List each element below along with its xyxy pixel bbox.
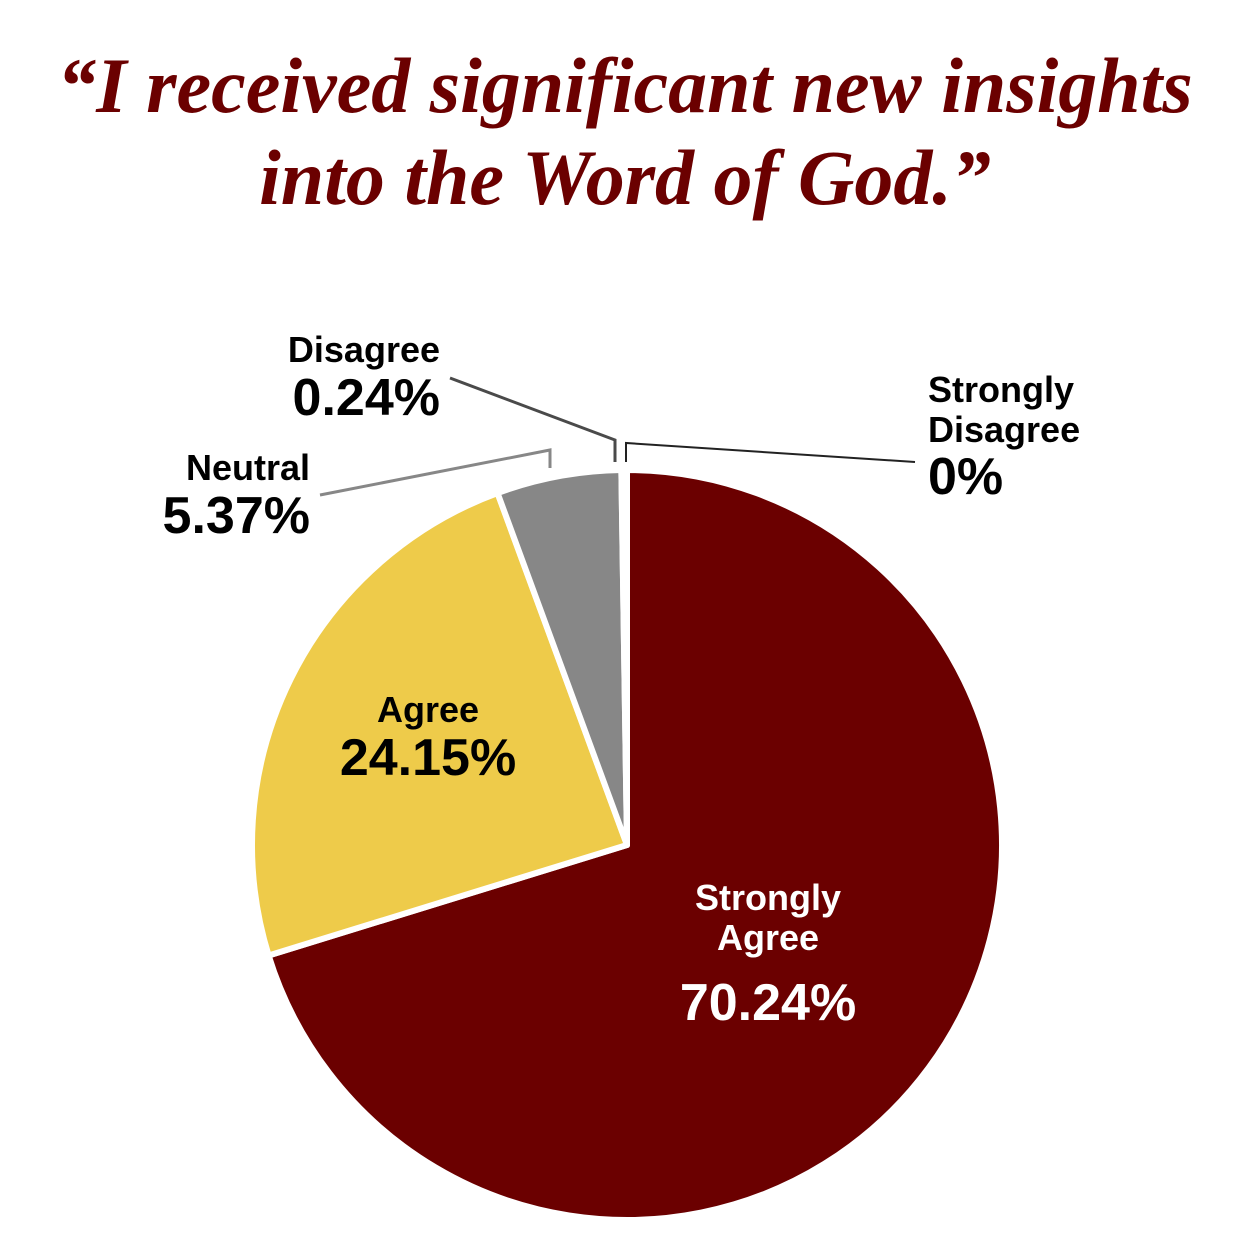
slices — [249, 467, 1005, 1223]
value-label: 24.15% — [339, 728, 517, 787]
value-label: 70.24% — [679, 974, 857, 1033]
slice-label: Neutral 5.37% — [70, 448, 310, 545]
chart-title: “I received significant new insights int… — [57, 42, 1193, 221]
pie-slice — [249, 490, 630, 959]
category-label: Agree — [376, 689, 480, 730]
leader-line — [449, 376, 617, 462]
value-label: 5.37% — [162, 486, 310, 545]
value-label: 0.24% — [292, 368, 440, 427]
slice-label: Strongly Agree 70.24% — [658, 878, 878, 1032]
category-label: Strongly Disagree — [928, 369, 1081, 450]
slice-label: Agree 24.15% — [298, 690, 558, 787]
category-label: Strongly Agree — [694, 877, 841, 958]
category-label: Neutral — [185, 447, 310, 488]
slice-label: Disagree 0.24% — [180, 330, 440, 427]
leader-line — [319, 448, 552, 497]
slice-label: Strongly Disagree 0% — [928, 370, 1148, 506]
leader-line — [625, 441, 916, 463]
category-label: Disagree — [287, 329, 440, 370]
pie-slice — [265, 467, 1005, 1223]
value-label: 0% — [928, 448, 1004, 507]
